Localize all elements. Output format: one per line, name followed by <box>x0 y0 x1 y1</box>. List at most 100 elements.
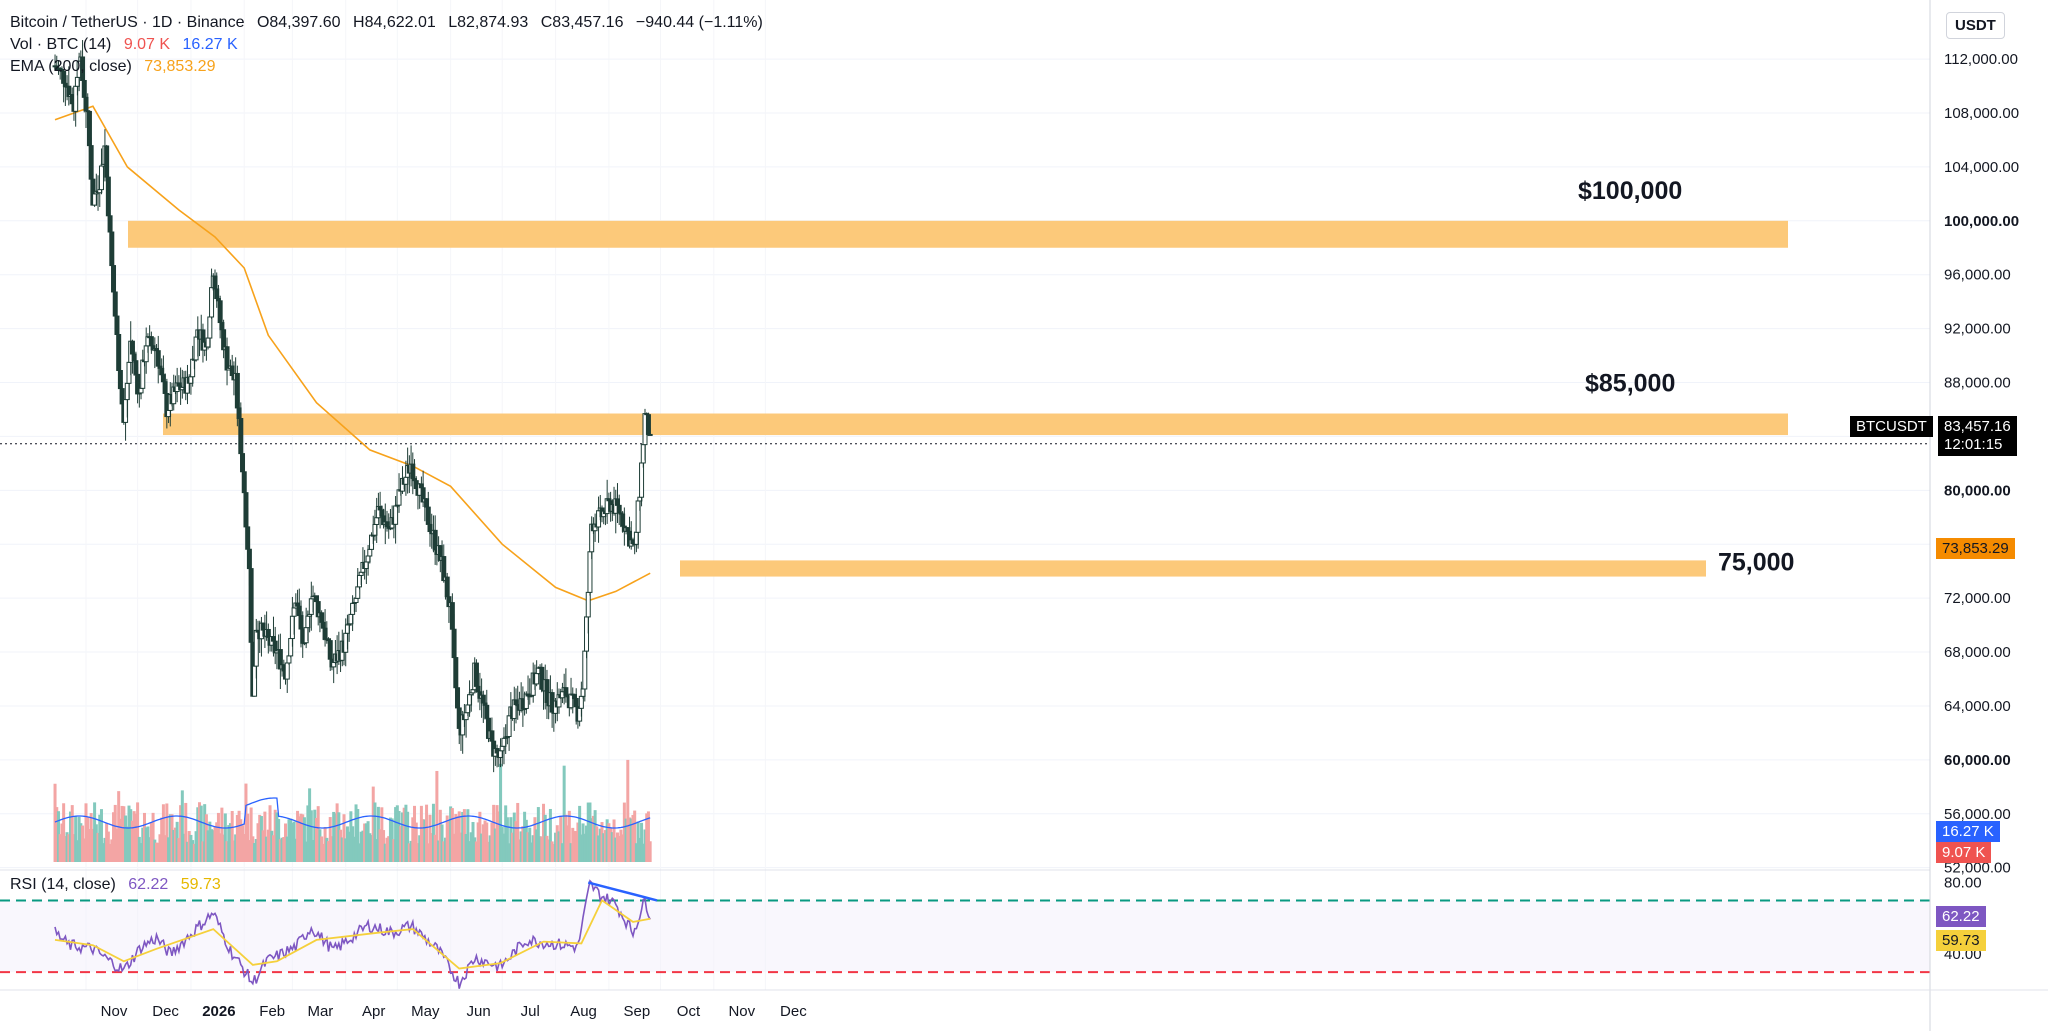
volume-bar <box>466 809 470 862</box>
volume-bar <box>411 817 415 862</box>
volume-bar <box>586 802 590 862</box>
volume-bar <box>136 802 140 862</box>
volume-bar <box>158 834 162 862</box>
volume-bar <box>626 759 630 862</box>
volume-bar <box>55 807 59 862</box>
time-tick-label: Nov <box>728 1003 755 1020</box>
volume-bar <box>112 812 116 862</box>
volume-bar <box>576 822 580 862</box>
volume-bar <box>445 815 449 862</box>
volume-bar <box>168 814 172 862</box>
price-tick-label: 64,000.00 <box>1944 698 2011 715</box>
volume-bar <box>165 803 169 862</box>
volume-bar <box>634 843 638 862</box>
ohlc-change: −940.44 (−1.11%) <box>635 14 763 31</box>
volume-bar <box>555 825 559 862</box>
volume-bar <box>161 804 165 862</box>
price-tick-label: 112,000.00 <box>1944 51 2018 68</box>
volume-bar <box>306 805 310 862</box>
volume-bar <box>53 783 57 862</box>
volume-bar <box>461 811 465 862</box>
volume-bar <box>499 763 503 862</box>
volume-bar <box>431 803 435 862</box>
volume-bar <box>528 827 532 862</box>
volume-bar <box>182 833 186 862</box>
volume-bar <box>106 831 110 862</box>
volume-bar <box>638 837 642 862</box>
volume-bar <box>170 814 174 862</box>
volume-bar <box>552 843 556 862</box>
candle-body <box>240 453 246 473</box>
ema-legend: EMA (200, close) 73,853.29 <box>10 56 215 78</box>
volume-bar <box>75 840 79 862</box>
volume-bar <box>414 822 418 862</box>
volume-bar <box>476 822 480 862</box>
ema-label[interactable]: EMA (200, close) <box>10 58 132 75</box>
zone-band <box>128 220 1788 248</box>
volume-bar <box>228 823 232 862</box>
volume-bar <box>167 837 171 862</box>
currency-selector[interactable]: USDT <box>1946 12 2005 39</box>
volume-bar <box>442 841 446 862</box>
candle-body <box>639 462 645 498</box>
volume-bar <box>340 837 344 862</box>
volume-bar <box>163 835 167 862</box>
volume-bar <box>87 828 91 862</box>
volume-bar <box>486 841 490 862</box>
vol-ma-badge: 16.27 K <box>1936 821 2000 842</box>
rsi-band <box>0 900 1930 973</box>
candle-body <box>148 336 154 347</box>
volume-value-last: 9.07 K <box>123 36 171 53</box>
volume-bar <box>70 805 74 862</box>
volume-bar <box>94 824 98 862</box>
volume-bar <box>363 823 367 862</box>
volume-bar <box>311 839 315 862</box>
symbol-line[interactable]: Bitcoin / TetherUS · 1D · Binance <box>10 14 245 31</box>
volume-bar <box>560 843 564 862</box>
time-tick-label: Oct <box>677 1003 701 1020</box>
volume-bar <box>313 809 317 862</box>
volume-bar <box>259 816 263 862</box>
volume-bar <box>359 831 363 862</box>
volume-bar <box>227 825 231 862</box>
price-tick-label: 108,000.00 <box>1944 105 2019 122</box>
volume-bar <box>524 819 528 862</box>
volume-bar <box>247 840 251 862</box>
volume-bar <box>56 811 60 862</box>
volume-bar <box>134 813 138 862</box>
time-tick-label: Jul <box>521 1003 540 1020</box>
volume-bar <box>93 802 97 862</box>
volume-label[interactable]: Vol · BTC (14) <box>10 36 112 53</box>
rsi-label[interactable]: RSI (14, close) <box>10 876 116 893</box>
ohlc-high: H84,622.01 <box>353 14 436 31</box>
volume-bar <box>624 818 628 862</box>
rsi-pane <box>0 869 1930 989</box>
volume-bar <box>314 817 318 862</box>
volume-bar <box>108 843 112 862</box>
volume-bar <box>605 819 609 862</box>
volume-bar <box>478 811 482 862</box>
volume-bar <box>99 809 103 862</box>
volume-bar <box>547 839 551 862</box>
volume-bar <box>385 837 389 862</box>
volume-bar <box>388 817 392 862</box>
volume-bar <box>280 837 284 862</box>
price-tick-label: 100,000.00 <box>1944 213 2019 230</box>
time-tick-label: Feb <box>259 1003 285 1020</box>
volume-bar <box>640 822 644 862</box>
volume-bar <box>304 841 308 862</box>
rsi-line <box>54 879 651 989</box>
volume-bar <box>148 837 152 862</box>
time-tick-label: Mar <box>307 1003 333 1020</box>
volume-bar <box>342 814 346 862</box>
volume-bar <box>318 829 322 862</box>
candle-body <box>367 548 373 557</box>
volume-bar <box>597 835 601 862</box>
volume-bar <box>198 802 202 862</box>
volume-bar <box>469 832 473 862</box>
volume-bar <box>399 826 403 862</box>
time-tick-label: Dec <box>780 1003 807 1020</box>
volume-bar <box>344 838 348 862</box>
volume-bar <box>567 810 571 862</box>
